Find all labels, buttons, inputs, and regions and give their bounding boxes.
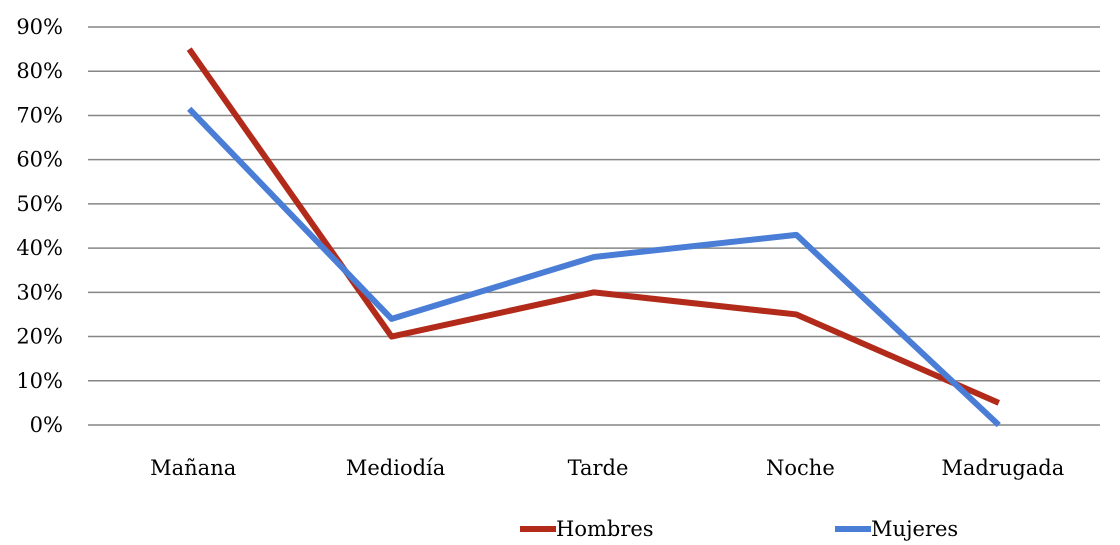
y-tick-label: 40%	[16, 236, 63, 260]
x-axis-tick-labels: Mañana Mediodía Tarde Noche Madrugada	[150, 456, 1064, 480]
y-tick-label: 70%	[16, 103, 63, 127]
y-tick-label: 30%	[16, 280, 63, 304]
legend-label-mujeres: Mujeres	[871, 517, 958, 541]
gridlines	[88, 26, 1100, 382]
series-lines	[186, 47, 1001, 428]
x-tick-label: Mediodía	[346, 456, 445, 480]
y-tick-label: 10%	[16, 369, 63, 393]
y-tick-label: 50%	[16, 192, 63, 216]
x-tick-label: Madrugada	[941, 456, 1064, 480]
x-tick-label: Mañana	[150, 456, 236, 480]
y-tick-label: 60%	[16, 148, 63, 172]
legend-label-hombres: Hombres	[556, 517, 654, 541]
x-tick-label: Tarde	[568, 456, 629, 480]
x-tick-label: Noche	[766, 456, 835, 480]
y-tick-label: 90%	[16, 15, 63, 39]
y-tick-label: 80%	[16, 59, 63, 83]
y-tick-label: 0%	[30, 413, 63, 437]
series-line-hombres	[186, 47, 1001, 406]
legend: Hombres Mujeres	[520, 517, 958, 541]
series-line-mujeres	[187, 106, 1001, 428]
y-tick-label: 20%	[16, 325, 63, 349]
y-axis-tick-labels: 0% 10% 20% 30% 40% 50% 60% 70% 80% 90%	[16, 15, 63, 437]
